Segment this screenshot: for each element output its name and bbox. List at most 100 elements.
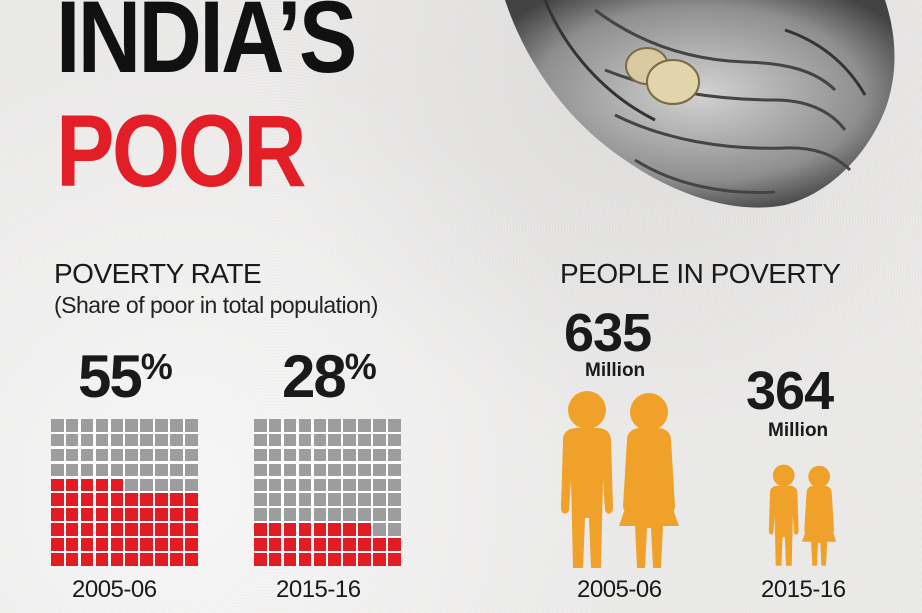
waffle-cell <box>388 508 401 521</box>
waffle-cell <box>170 433 183 447</box>
waffle-cell-poor <box>170 493 183 507</box>
waffle-cell-poor <box>110 538 124 551</box>
waffle-cell-poor <box>373 538 386 551</box>
waffle-cell-poor <box>80 523 94 536</box>
waffle-cell <box>268 463 282 477</box>
waffle-cell-poor <box>155 523 168 536</box>
poverty-rate-heading: POVERTY RATE <box>54 258 262 289</box>
waffle-cell <box>155 419 168 432</box>
waffle-cell <box>80 433 94 447</box>
waffle-cell-poor <box>110 493 124 507</box>
waffle-cell <box>95 433 109 447</box>
waffle-cell <box>388 478 401 492</box>
waffle-cell <box>80 463 94 477</box>
waffle-cell <box>140 419 153 432</box>
waffle-cell-poor <box>298 523 312 536</box>
waffle-cell <box>95 463 109 477</box>
people-in-poverty-value-2015: 364 <box>746 361 834 421</box>
waffle-cell-poor <box>125 523 139 536</box>
waffle-cell <box>343 419 356 432</box>
waffle-cell <box>358 493 371 507</box>
waffle-cell-poor <box>155 508 168 521</box>
waffle-cell-poor <box>185 538 198 551</box>
waffle-cell <box>155 448 168 462</box>
waffle-cell <box>343 448 356 462</box>
waffle-cell <box>254 463 267 477</box>
waffle-cell <box>254 433 267 447</box>
waffle-cell-poor <box>328 538 342 551</box>
waffle-cell <box>155 463 168 477</box>
waffle-cell-poor <box>283 553 297 566</box>
waffle-cell <box>254 478 267 492</box>
waffle-cell <box>358 478 371 492</box>
waffle-cell <box>125 419 139 432</box>
waffle-cell <box>313 493 327 507</box>
waffle-cell-poor <box>51 493 64 507</box>
waffle-cell <box>283 493 297 507</box>
waffle-cell <box>140 478 153 492</box>
waffle-cell-poor <box>328 553 342 566</box>
waffle-cell <box>110 463 124 477</box>
waffle-cell <box>313 448 327 462</box>
waffle-cell <box>185 478 198 492</box>
poverty-rate-value-2015: 28% <box>282 343 377 410</box>
waffle-cell-poor <box>254 523 267 536</box>
waffle-cell <box>343 508 356 521</box>
poverty-rate-subtitle: (Share of poor in total population) <box>54 292 378 318</box>
waffle-cell-poor <box>125 508 139 521</box>
waffle-cell <box>313 508 327 521</box>
waffle-cell <box>51 433 64 447</box>
waffle-cell-poor <box>95 523 109 536</box>
waffle-cell-poor <box>65 493 79 507</box>
female-figure-small-icon <box>802 465 837 566</box>
waffle-cell-poor <box>51 538 64 551</box>
waffle-chart-2005 <box>51 419 198 566</box>
waffle-cell <box>185 433 198 447</box>
waffle-cell-poor <box>343 553 356 566</box>
waffle-cell <box>298 478 312 492</box>
waffle-cell-poor <box>65 508 79 521</box>
waffle-cell-poor <box>283 523 297 536</box>
waffle-cell <box>170 419 183 432</box>
title-line-2: POOR <box>56 94 307 208</box>
waffle-cell-poor <box>388 538 401 551</box>
waffle-cell <box>170 463 183 477</box>
waffle-cell <box>373 463 386 477</box>
waffle-cell <box>328 508 342 521</box>
waffle-cell-poor <box>80 508 94 521</box>
waffle-cell <box>254 419 267 432</box>
waffle-cell <box>373 508 386 521</box>
waffle-cell <box>283 463 297 477</box>
waffle-cell <box>155 433 168 447</box>
waffle-cell <box>254 508 267 521</box>
waffle-cell-poor <box>80 478 94 492</box>
waffle-cell <box>140 448 153 462</box>
waffle-cell <box>373 448 386 462</box>
waffle-cell-poor <box>170 523 183 536</box>
waffle-cell-poor <box>51 508 64 521</box>
waffle-cell-poor <box>185 493 198 507</box>
waffle-cell-poor <box>268 538 282 551</box>
waffle-cell <box>343 433 356 447</box>
people-in-poverty-unit-2005: Million <box>585 360 646 381</box>
waffle-year-label-2015: 2015-16 <box>276 576 361 603</box>
waffle-cell <box>313 419 327 432</box>
waffle-cell-poor <box>80 493 94 507</box>
waffle-cell <box>388 419 401 432</box>
people-year-label-2005: 2005-06 <box>577 576 662 603</box>
waffle-cell <box>95 419 109 432</box>
waffle-cell <box>298 508 312 521</box>
waffle-cell <box>328 433 342 447</box>
waffle-cell <box>185 448 198 462</box>
waffle-cell-poor <box>313 523 327 536</box>
waffle-cell-poor <box>373 553 386 566</box>
waffle-cell <box>313 433 327 447</box>
waffle-cell-poor <box>140 523 153 536</box>
waffle-cell-poor <box>65 538 79 551</box>
waffle-cell-poor <box>110 553 124 566</box>
waffle-cell <box>358 433 371 447</box>
waffle-cell <box>328 493 342 507</box>
waffle-cell <box>80 419 94 432</box>
waffle-cell-poor <box>80 553 94 566</box>
waffle-cell <box>254 448 267 462</box>
